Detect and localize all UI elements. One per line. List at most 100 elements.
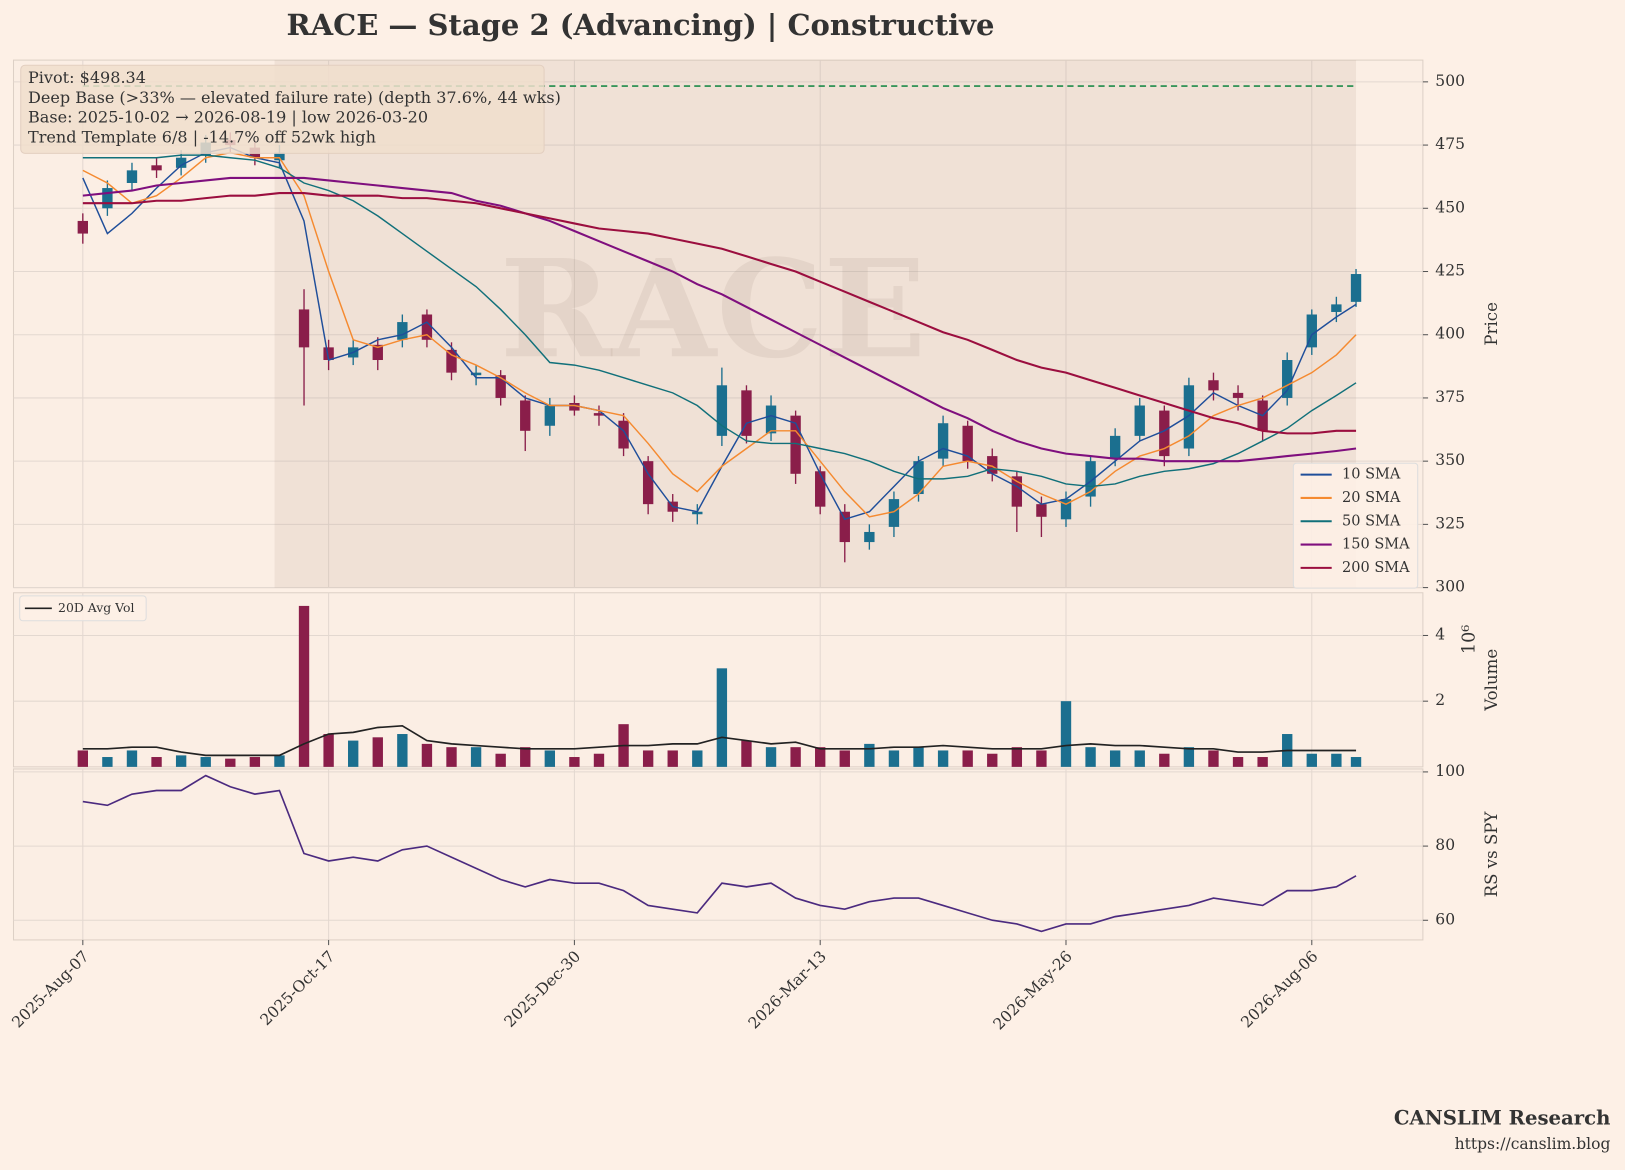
rs-line: [82, 774, 1357, 933]
candle-body: [323, 347, 334, 361]
volume-bar: [323, 734, 334, 767]
volume-bar: [397, 734, 408, 767]
annotation-text: Deep Base (>33% — elevated failure rate)…: [28, 88, 561, 107]
volume-bar: [544, 750, 556, 767]
candle-body: [1282, 360, 1293, 398]
y-tick-label: 375: [1435, 388, 1465, 406]
footer-url: https://canslim.blog: [1455, 1135, 1611, 1153]
legend-label: 200 SMA: [1342, 560, 1410, 576]
volume-bar: [790, 747, 801, 767]
volume-bar: [151, 757, 162, 767]
volume-bar: [1306, 753, 1317, 767]
candle-body: [1306, 314, 1317, 348]
volume-bar: [298, 605, 310, 767]
candle-body: [741, 390, 752, 436]
candle-body: [962, 425, 973, 462]
volume-bar: [741, 740, 752, 767]
chart-title: RACE — Stage 2 (Advancing) | Constructiv…: [287, 8, 995, 42]
volume-bar: [1109, 750, 1121, 767]
candle-body: [446, 349, 457, 373]
candle-body: [274, 152, 285, 161]
volume-bar: [1331, 753, 1342, 767]
volume-bar: [200, 757, 211, 767]
candle-body: [1036, 504, 1047, 517]
y-axis-label: Volume: [1482, 649, 1501, 712]
volume-bar: [1257, 757, 1268, 767]
y-tick-label: 450: [1435, 198, 1465, 216]
volume-bar: [593, 753, 605, 767]
volume-bar: [1085, 747, 1096, 767]
candle-body: [1183, 385, 1195, 449]
candle-body: [1011, 476, 1023, 507]
candle-body: [470, 372, 482, 376]
volume-bar: [716, 668, 728, 767]
candle-body: [175, 157, 187, 168]
volume-bar: [421, 743, 433, 767]
y-tick-label: 500: [1435, 72, 1465, 90]
volume-bar: [372, 737, 383, 767]
legend-label: 10 SMA: [1342, 467, 1401, 483]
candle-body: [1060, 499, 1072, 520]
annotation-text: Pivot: $498.34: [28, 68, 146, 87]
legend-label: 150 SMA: [1342, 537, 1410, 553]
y-tick-label: 475: [1435, 135, 1465, 153]
volume-bar: [470, 747, 482, 767]
y-tick-label: 425: [1435, 262, 1465, 280]
candle-body: [151, 165, 162, 171]
candle-body: [1331, 304, 1342, 312]
candle-body: [790, 415, 801, 474]
volume-bar: [569, 757, 580, 767]
candle-body: [913, 461, 924, 495]
volume-bar: [937, 750, 949, 767]
y-axis-label: Price: [1482, 302, 1501, 345]
volume-bar: [839, 750, 850, 767]
volume-bar: [667, 750, 678, 767]
annotation-text: Trend Template 6/8 | -14.7% off 52wk hig…: [28, 127, 376, 146]
candle-body: [495, 375, 506, 398]
legend-label: 50 SMA: [1342, 513, 1401, 529]
candle-body: [397, 322, 408, 340]
candle-body: [815, 471, 826, 507]
volume-bar: [102, 757, 113, 767]
candle-body: [864, 531, 875, 543]
candle-body: [520, 400, 531, 431]
volume-bar: [642, 750, 654, 767]
candle-body: [372, 344, 383, 361]
legend-label: 20D Avg Vol: [58, 600, 134, 615]
candle-body: [1085, 461, 1096, 497]
volume-bar: [962, 750, 973, 767]
volume-bar: [1183, 747, 1195, 767]
volume-bar: [274, 755, 285, 767]
candle-body: [1208, 380, 1219, 391]
volume-bar: [1159, 753, 1170, 767]
candle-body: [1134, 405, 1145, 436]
candle-body: [1232, 392, 1244, 398]
y-tick-label: 60: [1435, 910, 1455, 928]
sma-line: [82, 176, 1357, 463]
volume-bar: [1208, 750, 1219, 767]
candle-body: [126, 170, 138, 184]
volume-bar: [815, 747, 826, 767]
volume-bar: [249, 757, 261, 767]
candle-body: [642, 461, 654, 505]
y-tick-label: 325: [1435, 514, 1465, 532]
candle-body: [298, 309, 310, 348]
candle-body: [987, 456, 998, 474]
candle-body: [1159, 410, 1170, 457]
volume-bar: [495, 753, 506, 767]
candle-body: [716, 385, 728, 436]
avg-volume-line: [82, 724, 1357, 757]
volume-bar: [175, 755, 187, 767]
y-tick-label: 400: [1435, 325, 1465, 343]
candle-body: [421, 314, 433, 340]
volume-bar: [225, 758, 236, 767]
candle-body: [1109, 435, 1121, 459]
candle-body: [692, 511, 703, 515]
volume-bar: [1350, 757, 1362, 767]
candle-body: [937, 423, 949, 459]
volume-bar: [446, 747, 457, 767]
y-tick-label: 350: [1435, 451, 1465, 469]
volume-bar: [692, 750, 703, 767]
volume-bar: [1036, 750, 1047, 767]
